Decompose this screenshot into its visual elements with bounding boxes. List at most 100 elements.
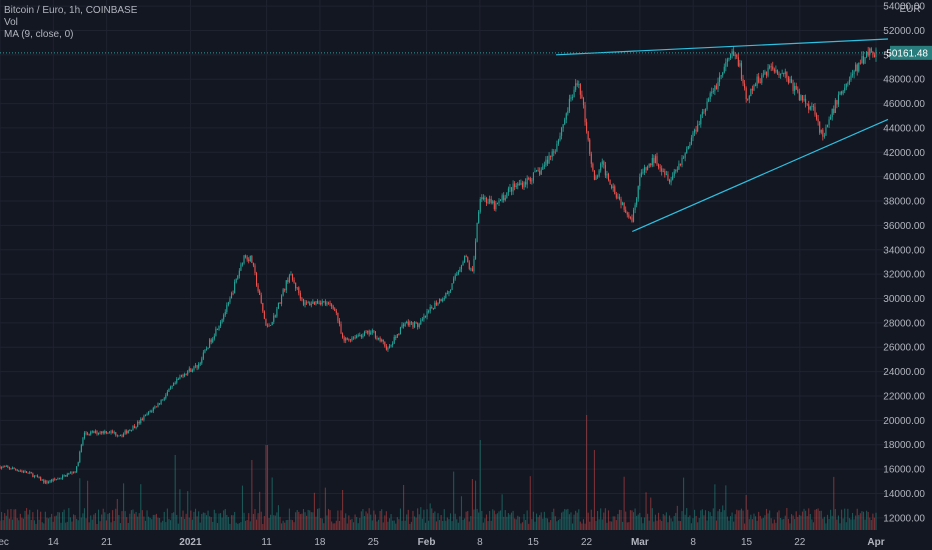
volume-bar [476, 508, 478, 530]
candle-body [2, 466, 4, 468]
volume-bar [562, 511, 564, 530]
candle-body [412, 322, 414, 328]
candle-body [761, 75, 763, 83]
volume-bar [318, 508, 320, 530]
candle-body [454, 275, 456, 279]
volume-bar [5, 515, 7, 530]
candle-body [715, 85, 717, 90]
volume-bar [238, 523, 240, 530]
candle-body [96, 430, 98, 434]
candle-body [107, 432, 109, 434]
volume-indicator-label[interactable]: Vol [4, 17, 18, 28]
price-axis[interactable]: EUR54000.0052000.0050000.0048000.0046000… [883, 2, 932, 525]
candle-body [607, 173, 610, 180]
candle-body [177, 378, 179, 380]
candle-body [820, 129, 822, 133]
volume-bar [790, 514, 793, 530]
volume-bar [578, 509, 580, 530]
candle-body [91, 431, 93, 433]
candle-body [645, 167, 647, 170]
candle-body [864, 57, 866, 64]
volume-bar [607, 510, 610, 530]
candle-body [597, 176, 599, 178]
volume-bar [701, 509, 703, 530]
volume-bar [617, 514, 619, 530]
volume-bar [184, 518, 186, 530]
candle-body [542, 166, 544, 170]
candle-body [4, 466, 6, 468]
volume-bar [521, 522, 524, 530]
volume-bar [373, 510, 375, 530]
candle-body [205, 348, 208, 350]
symbol-title[interactable]: Bitcoin / Euro, 1h, COINBASE [4, 5, 138, 16]
volume-bar [870, 520, 872, 530]
candle-body [88, 433, 90, 435]
candle-body [221, 319, 223, 323]
volume-bar [825, 523, 827, 530]
volume-bar [357, 523, 359, 530]
volume-bar [321, 518, 323, 530]
volume-bar [205, 515, 208, 530]
candle-body [573, 89, 575, 98]
volume-bar [550, 520, 552, 530]
volume-bar [507, 513, 509, 530]
candle-body [446, 292, 448, 294]
volume-bar [836, 519, 838, 530]
candle-body [670, 179, 672, 183]
volume-bar [518, 516, 520, 530]
candle-body [773, 69, 775, 72]
candle-body [51, 480, 53, 482]
candle-body [515, 185, 517, 187]
volume-bar [379, 510, 381, 530]
volume-bar [712, 508, 714, 530]
volume-bar [639, 512, 641, 530]
volume-bar [631, 510, 633, 530]
volume-bar [534, 521, 536, 530]
candle-body [833, 108, 835, 114]
volume-bar [490, 520, 492, 530]
volume-bar [104, 512, 106, 530]
volume-bar [169, 520, 172, 530]
candle-body [662, 171, 664, 172]
candle-body [224, 312, 226, 315]
candle-body [443, 298, 445, 300]
volume-bar [500, 510, 502, 530]
candle-body [293, 279, 295, 283]
candle-body [795, 85, 797, 90]
trendline [632, 118, 889, 233]
candle-body [71, 472, 73, 474]
candle-body [404, 323, 406, 326]
volume-bar [415, 517, 417, 530]
volume-bar [722, 505, 724, 530]
trendline [556, 38, 889, 56]
volume-bar [165, 522, 167, 530]
volume-bar [861, 511, 863, 530]
candle-body [159, 403, 161, 405]
volume-bar [381, 509, 383, 530]
candle-body [173, 383, 175, 386]
volume-bar [220, 513, 222, 530]
ma-indicator-label[interactable]: MA (9, close, 0) [4, 29, 74, 40]
candle-body [675, 169, 677, 172]
candle-body [376, 337, 378, 339]
time-tick-label: 14 [48, 537, 60, 548]
volume-bar [60, 522, 62, 530]
candle-body [210, 339, 212, 343]
candle-body [318, 302, 320, 304]
volume-bar [423, 509, 425, 530]
trendlines[interactable] [556, 38, 889, 233]
candle-body [87, 433, 89, 435]
volume-bar [600, 508, 602, 530]
price-tick-label: 28000.00 [883, 318, 925, 329]
time-axis[interactable]: Dec 14 21 2021 11 18 25 Feb 8 15 22 Mar 8 15 22 Apr [0, 537, 885, 548]
last-price-label: 50161.48 [886, 48, 928, 59]
candle-body [631, 217, 633, 222]
candle-body [384, 341, 386, 347]
candle-body [578, 84, 580, 85]
candle-body [365, 331, 367, 333]
time-tick-label: 18 [314, 537, 326, 548]
candle-body [179, 376, 181, 379]
candle-body [609, 179, 611, 185]
